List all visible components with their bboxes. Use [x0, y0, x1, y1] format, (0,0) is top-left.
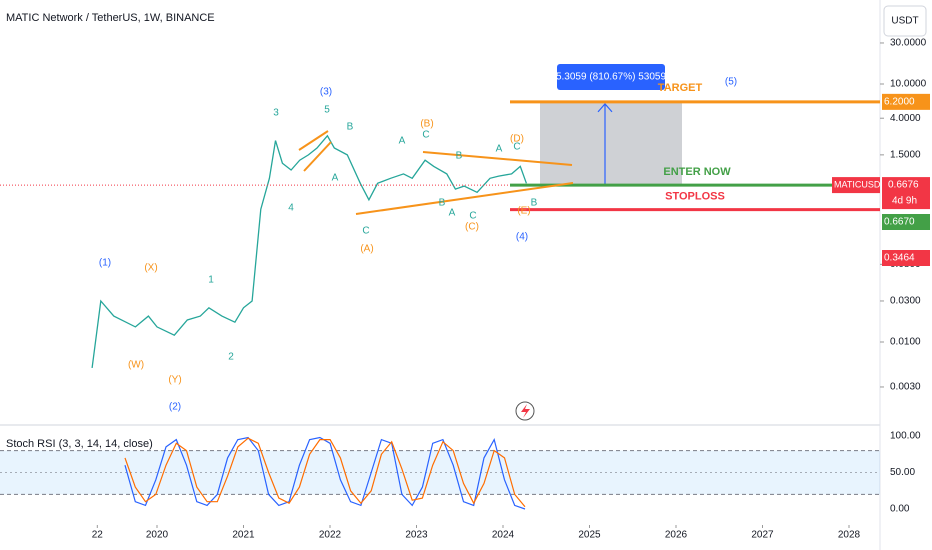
- target-tag-bg: [882, 93, 930, 110]
- level-name: STOPLOSS: [665, 191, 725, 203]
- stoch-tick-label: 100.00: [890, 431, 921, 442]
- projection-arrowhead: [597, 102, 613, 113]
- x-tick-label: 2026: [665, 530, 688, 541]
- x-tick-label: 2027: [751, 530, 774, 541]
- x-tick-label: 2024: [492, 530, 515, 541]
- chart-title: MATIC Network / TetherUS, 1W, BINANCE: [6, 12, 215, 24]
- wave-label: (Y): [168, 375, 181, 386]
- currency-label: USDT: [891, 16, 918, 27]
- wave-label: C: [362, 226, 369, 237]
- trendline: [298, 130, 329, 151]
- target-tag: 6.2000: [884, 96, 915, 107]
- projection-label-box: [557, 64, 665, 90]
- wave-label: A: [449, 208, 456, 219]
- y-tick-label: 10.0000: [890, 79, 927, 90]
- price-tag-bg: [882, 177, 930, 210]
- wave-label: (3): [320, 87, 332, 98]
- y-tick-label: 30.0000: [890, 38, 927, 49]
- enter-tag-bg: [882, 214, 930, 230]
- wave-label: (E): [517, 206, 530, 217]
- y-tick-label: 4.0000: [890, 113, 921, 124]
- projection-label: 5.3059 (810.67%) 53059: [556, 72, 667, 83]
- projection-box: [540, 101, 682, 186]
- wave-label: 2: [228, 352, 234, 363]
- countdown-tag: 4d 9h: [892, 196, 917, 207]
- stoch-line: [124, 436, 526, 510]
- wave-label: (B): [420, 119, 433, 130]
- wave-label: (1): [99, 258, 111, 269]
- y-tick-label: 0.0100: [890, 337, 921, 348]
- wave-label: (5): [725, 77, 737, 88]
- y-tick-label: 1.5000: [890, 149, 921, 160]
- wave-label: (A): [360, 244, 373, 255]
- currency-button[interactable]: [883, 5, 927, 37]
- wave-label: (X): [144, 263, 157, 274]
- wave-label: (C): [465, 222, 479, 233]
- price-line: [91, 134, 528, 368]
- wave-label: (2): [169, 402, 181, 413]
- x-tick-label: 2023: [405, 530, 428, 541]
- wave-label: C: [513, 142, 520, 153]
- symbol-tag: MATICUSDT: [834, 179, 886, 189]
- wave-label: (4): [516, 232, 528, 243]
- level-name: TARGET: [658, 82, 703, 94]
- x-tick-label: 2020: [146, 530, 169, 541]
- wave-label: C: [422, 130, 429, 141]
- wave-label: B: [347, 122, 354, 133]
- x-tick-label: 2025: [578, 530, 601, 541]
- y-tick-label: 0.0030: [890, 382, 921, 393]
- trendline: [422, 151, 573, 166]
- replay-bolt: [521, 404, 530, 418]
- wave-label: B: [531, 198, 538, 209]
- wave-label: (D): [510, 134, 524, 145]
- trendline: [355, 182, 574, 215]
- level-name: ENTER NOW: [663, 166, 731, 178]
- price-tag: 0.6676: [888, 180, 919, 191]
- wave-label: A: [399, 136, 406, 147]
- wave-label: 4: [288, 203, 294, 214]
- stoch-title: Stoch RSI (3, 3, 14, 14, close): [6, 438, 153, 450]
- wave-label: A: [332, 173, 339, 184]
- wave-label: A: [496, 144, 503, 155]
- wave-label: 5: [324, 105, 330, 116]
- wave-label: B: [456, 151, 463, 162]
- wave-label: B: [439, 198, 446, 209]
- stoch-tick-label: 0.00: [890, 504, 910, 515]
- wave-label: 3: [273, 108, 279, 119]
- stop-tag: 0.3464: [884, 253, 915, 264]
- wave-label: (W): [128, 360, 144, 371]
- enter-tag: 0.6670: [884, 217, 915, 228]
- y-tick-label: 0.0300: [890, 296, 921, 307]
- symbol-tag-bg: [832, 177, 880, 194]
- x-tick-label: 2021: [232, 530, 255, 541]
- x-tick-label: 2022: [319, 530, 342, 541]
- wave-label: C: [469, 211, 476, 222]
- stoch-line: [124, 437, 526, 508]
- trendline: [303, 141, 332, 172]
- x-tick-label: 22: [92, 530, 104, 541]
- stop-tag-bg: [882, 250, 930, 266]
- stoch-tick-label: 50.00: [890, 467, 915, 478]
- x-tick-label: 2028: [838, 530, 861, 541]
- wave-label: 1: [208, 275, 214, 286]
